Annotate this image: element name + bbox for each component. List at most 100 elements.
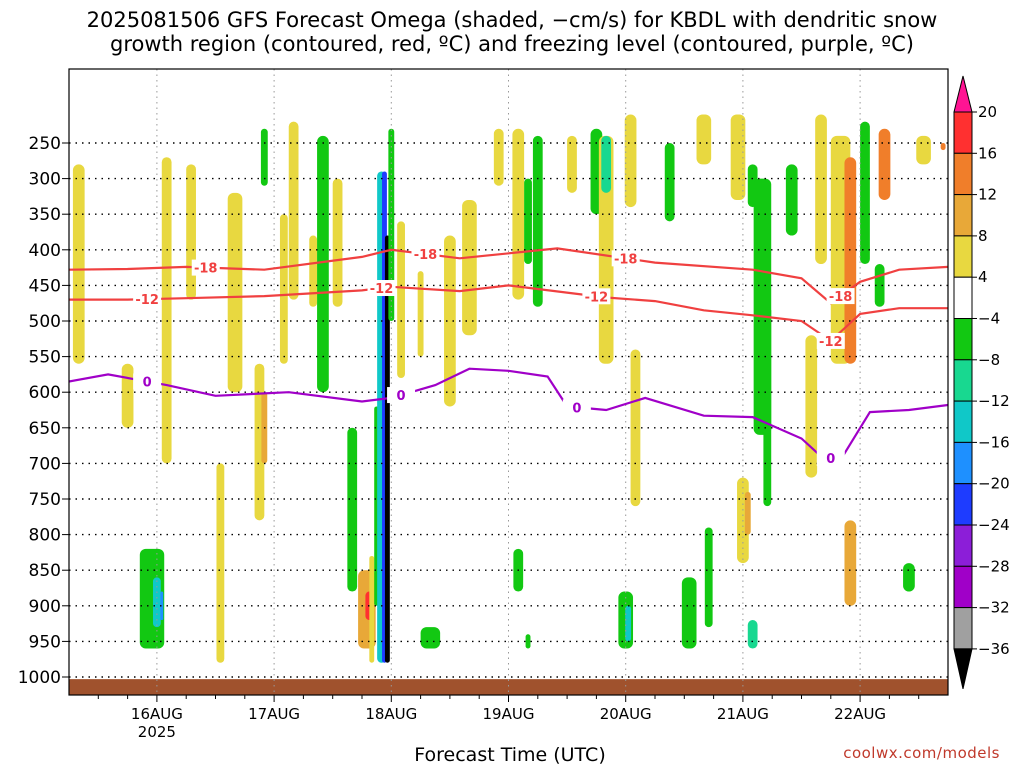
plot-area: -18 -18 -18 -18 -12 -12 -12 -12 0 0 0 0 250 300 350 400… <box>18 68 949 741</box>
omega-shade-55 <box>747 620 758 649</box>
colorbar-label-1: 16 <box>978 144 997 162</box>
colorbar-label-5: −4 <box>978 310 1000 328</box>
y-tick-label-600: 600 <box>29 383 61 403</box>
omega-shade-1 <box>121 363 134 428</box>
colorbar-swatch-6 <box>953 318 973 361</box>
contour-label-0: 0 <box>572 401 581 416</box>
omega-shade-41 <box>624 114 637 208</box>
colorbar-label-2: 12 <box>978 186 997 204</box>
omega-shade-14 <box>309 235 318 307</box>
colorbar-label-7: −12 <box>978 392 1010 410</box>
colorbar-label-11: −28 <box>978 557 1010 575</box>
omega-shade-64 <box>878 128 891 200</box>
colorbar-label-4: 4 <box>978 268 988 286</box>
y-tick-label-500: 500 <box>29 312 61 332</box>
colorbar-top-arrow <box>953 75 973 113</box>
omega-shade-17 <box>347 427 358 592</box>
site-credit[interactable]: coolwx.com/models <box>843 744 1000 762</box>
contour-label--18: -18 <box>614 252 638 267</box>
omega-shade-16 <box>332 178 343 307</box>
x-tick-label-22AUG: 22AUG <box>834 705 886 723</box>
colorbar-label-9: −20 <box>978 475 1010 493</box>
colorbar-swatch-9 <box>953 441 973 485</box>
colorbar-swatch-4 <box>953 235 973 278</box>
y-tick-label-250: 250 <box>29 134 61 154</box>
omega-shade-60 <box>844 157 857 364</box>
omega-shade-34 <box>532 135 543 307</box>
y-tick-label-900: 900 <box>29 597 61 617</box>
omega-shade-56 <box>785 164 798 236</box>
contour-label-bg <box>562 399 591 416</box>
omega-shade-48 <box>704 527 713 628</box>
omega-shade-4 <box>160 591 164 621</box>
omega-shade-61 <box>844 520 857 606</box>
y-tick-label-1000: 1000 <box>18 668 61 688</box>
omega-shade-65 <box>903 563 915 592</box>
y-tick-label-800: 800 <box>29 526 61 546</box>
omega-shade-67 <box>940 143 946 151</box>
x-tick-label-20AUG: 20AUG <box>600 705 652 723</box>
contour-line--12 <box>69 284 948 343</box>
plot-clip-group: -18 -18 -18 -18 -12 -12 -12 -12 0 0 0 0 <box>69 69 948 695</box>
contour-label--18: -18 <box>829 290 853 305</box>
omega-shade-29 <box>444 235 456 407</box>
contour-label-bg <box>611 250 640 267</box>
contour-label-0: 0 <box>826 452 835 467</box>
contour-label--18: -18 <box>414 248 438 263</box>
ground-surface <box>69 679 948 695</box>
omega-shade-39 <box>598 135 614 364</box>
y-tick-label-750: 750 <box>29 490 61 510</box>
omega-shade-13 <box>288 121 299 300</box>
colorbar-label-3: 8 <box>978 227 988 245</box>
omega-shade-8 <box>227 192 243 393</box>
contour-label-bg <box>191 259 220 276</box>
contour-label-bg <box>816 450 845 467</box>
colorbar-bottom-arrow <box>953 648 973 690</box>
omega-shade-47 <box>696 114 712 165</box>
omega-shade-24 <box>384 235 390 663</box>
omega-shade-15 <box>317 135 329 393</box>
omega-shade-54 <box>763 306 772 507</box>
omega-shade-12 <box>279 214 288 364</box>
colorbar-swatch-2 <box>953 152 973 196</box>
omega-shade-6 <box>186 164 196 300</box>
omega-shade-20 <box>369 555 375 663</box>
x-axis-label: Forecast Time (UTC) <box>414 744 606 766</box>
contour-label-bg <box>133 291 162 308</box>
colorbar-swatch-10 <box>953 483 973 526</box>
y-tick-label-350: 350 <box>29 205 61 225</box>
contour-label-0: 0 <box>397 389 406 404</box>
colorbar-swatch-5 <box>953 276 973 320</box>
omega-shade-57 <box>805 335 818 478</box>
omega-shade-66 <box>916 135 931 165</box>
x-tick-label-21AUG: 21AUG <box>717 705 769 723</box>
omega-shade-45 <box>664 143 675 222</box>
x-tick-label-19AUG: 19AUG <box>483 705 535 723</box>
x-tick-label-17AUG: 17AUG <box>248 705 300 723</box>
contour-label--12: -12 <box>585 290 609 305</box>
colorbar-label-10: −24 <box>978 516 1010 534</box>
colorbar-label-13: −36 <box>978 640 1010 658</box>
omega-shade-37 <box>567 135 577 193</box>
omega-shade-36 <box>525 634 531 649</box>
omega-shade-28 <box>420 627 441 649</box>
omega-shade-51 <box>744 491 751 535</box>
colorbar-swatch-12 <box>953 565 973 609</box>
x-tick-label-18AUG: 18AUG <box>365 705 417 723</box>
omega-shade-7 <box>216 463 225 663</box>
contour-label--18: -18 <box>194 262 218 277</box>
y-tick-label-950: 950 <box>29 632 61 652</box>
omega-shade-0 <box>72 164 85 364</box>
colorbar-swatch-13 <box>953 607 973 650</box>
omega-shade-5 <box>161 157 172 464</box>
omega-shade-31 <box>493 128 504 186</box>
colorbar: 20 16 12 8 4 −4 −8 −12 −16 −20 −24 −28 −32 −36 <box>953 75 1010 690</box>
x-year-label: 2025 <box>138 723 176 741</box>
contour-label--12: -12 <box>819 335 843 350</box>
omega-shade-49 <box>730 114 746 200</box>
omega-shade-40 <box>601 135 612 193</box>
contour-label-bg <box>816 332 845 349</box>
contour-label--12: -12 <box>135 293 159 308</box>
colorbar-label-8: −16 <box>978 433 1010 451</box>
